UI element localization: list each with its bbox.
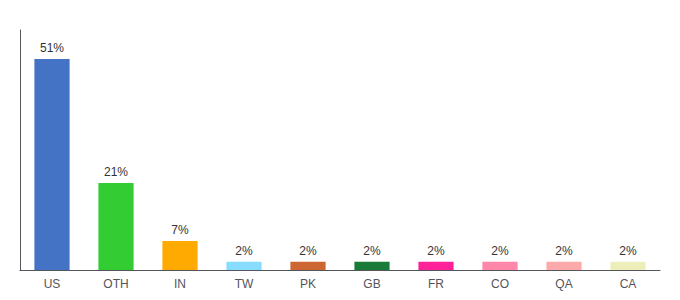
svg-text:OTH: OTH — [103, 277, 128, 291]
svg-text:2%: 2% — [235, 244, 253, 258]
svg-text:US: US — [44, 277, 61, 291]
svg-text:QA: QA — [555, 277, 572, 291]
svg-text:7%: 7% — [171, 223, 189, 237]
svg-text:2%: 2% — [619, 244, 637, 258]
svg-text:51%: 51% — [40, 41, 64, 55]
svg-text:2%: 2% — [491, 244, 509, 258]
svg-text:CO: CO — [491, 277, 509, 291]
svg-text:21%: 21% — [104, 165, 128, 179]
svg-text:2%: 2% — [299, 244, 317, 258]
svg-text:TW: TW — [235, 277, 254, 291]
svg-text:2%: 2% — [555, 244, 573, 258]
svg-text:2%: 2% — [427, 244, 445, 258]
svg-text:2%: 2% — [363, 244, 381, 258]
svg-text:FR: FR — [428, 277, 444, 291]
svg-text:PK: PK — [300, 277, 316, 291]
svg-text:CA: CA — [620, 277, 637, 291]
svg-text:GB: GB — [363, 277, 380, 291]
svg-text:IN: IN — [174, 277, 186, 291]
